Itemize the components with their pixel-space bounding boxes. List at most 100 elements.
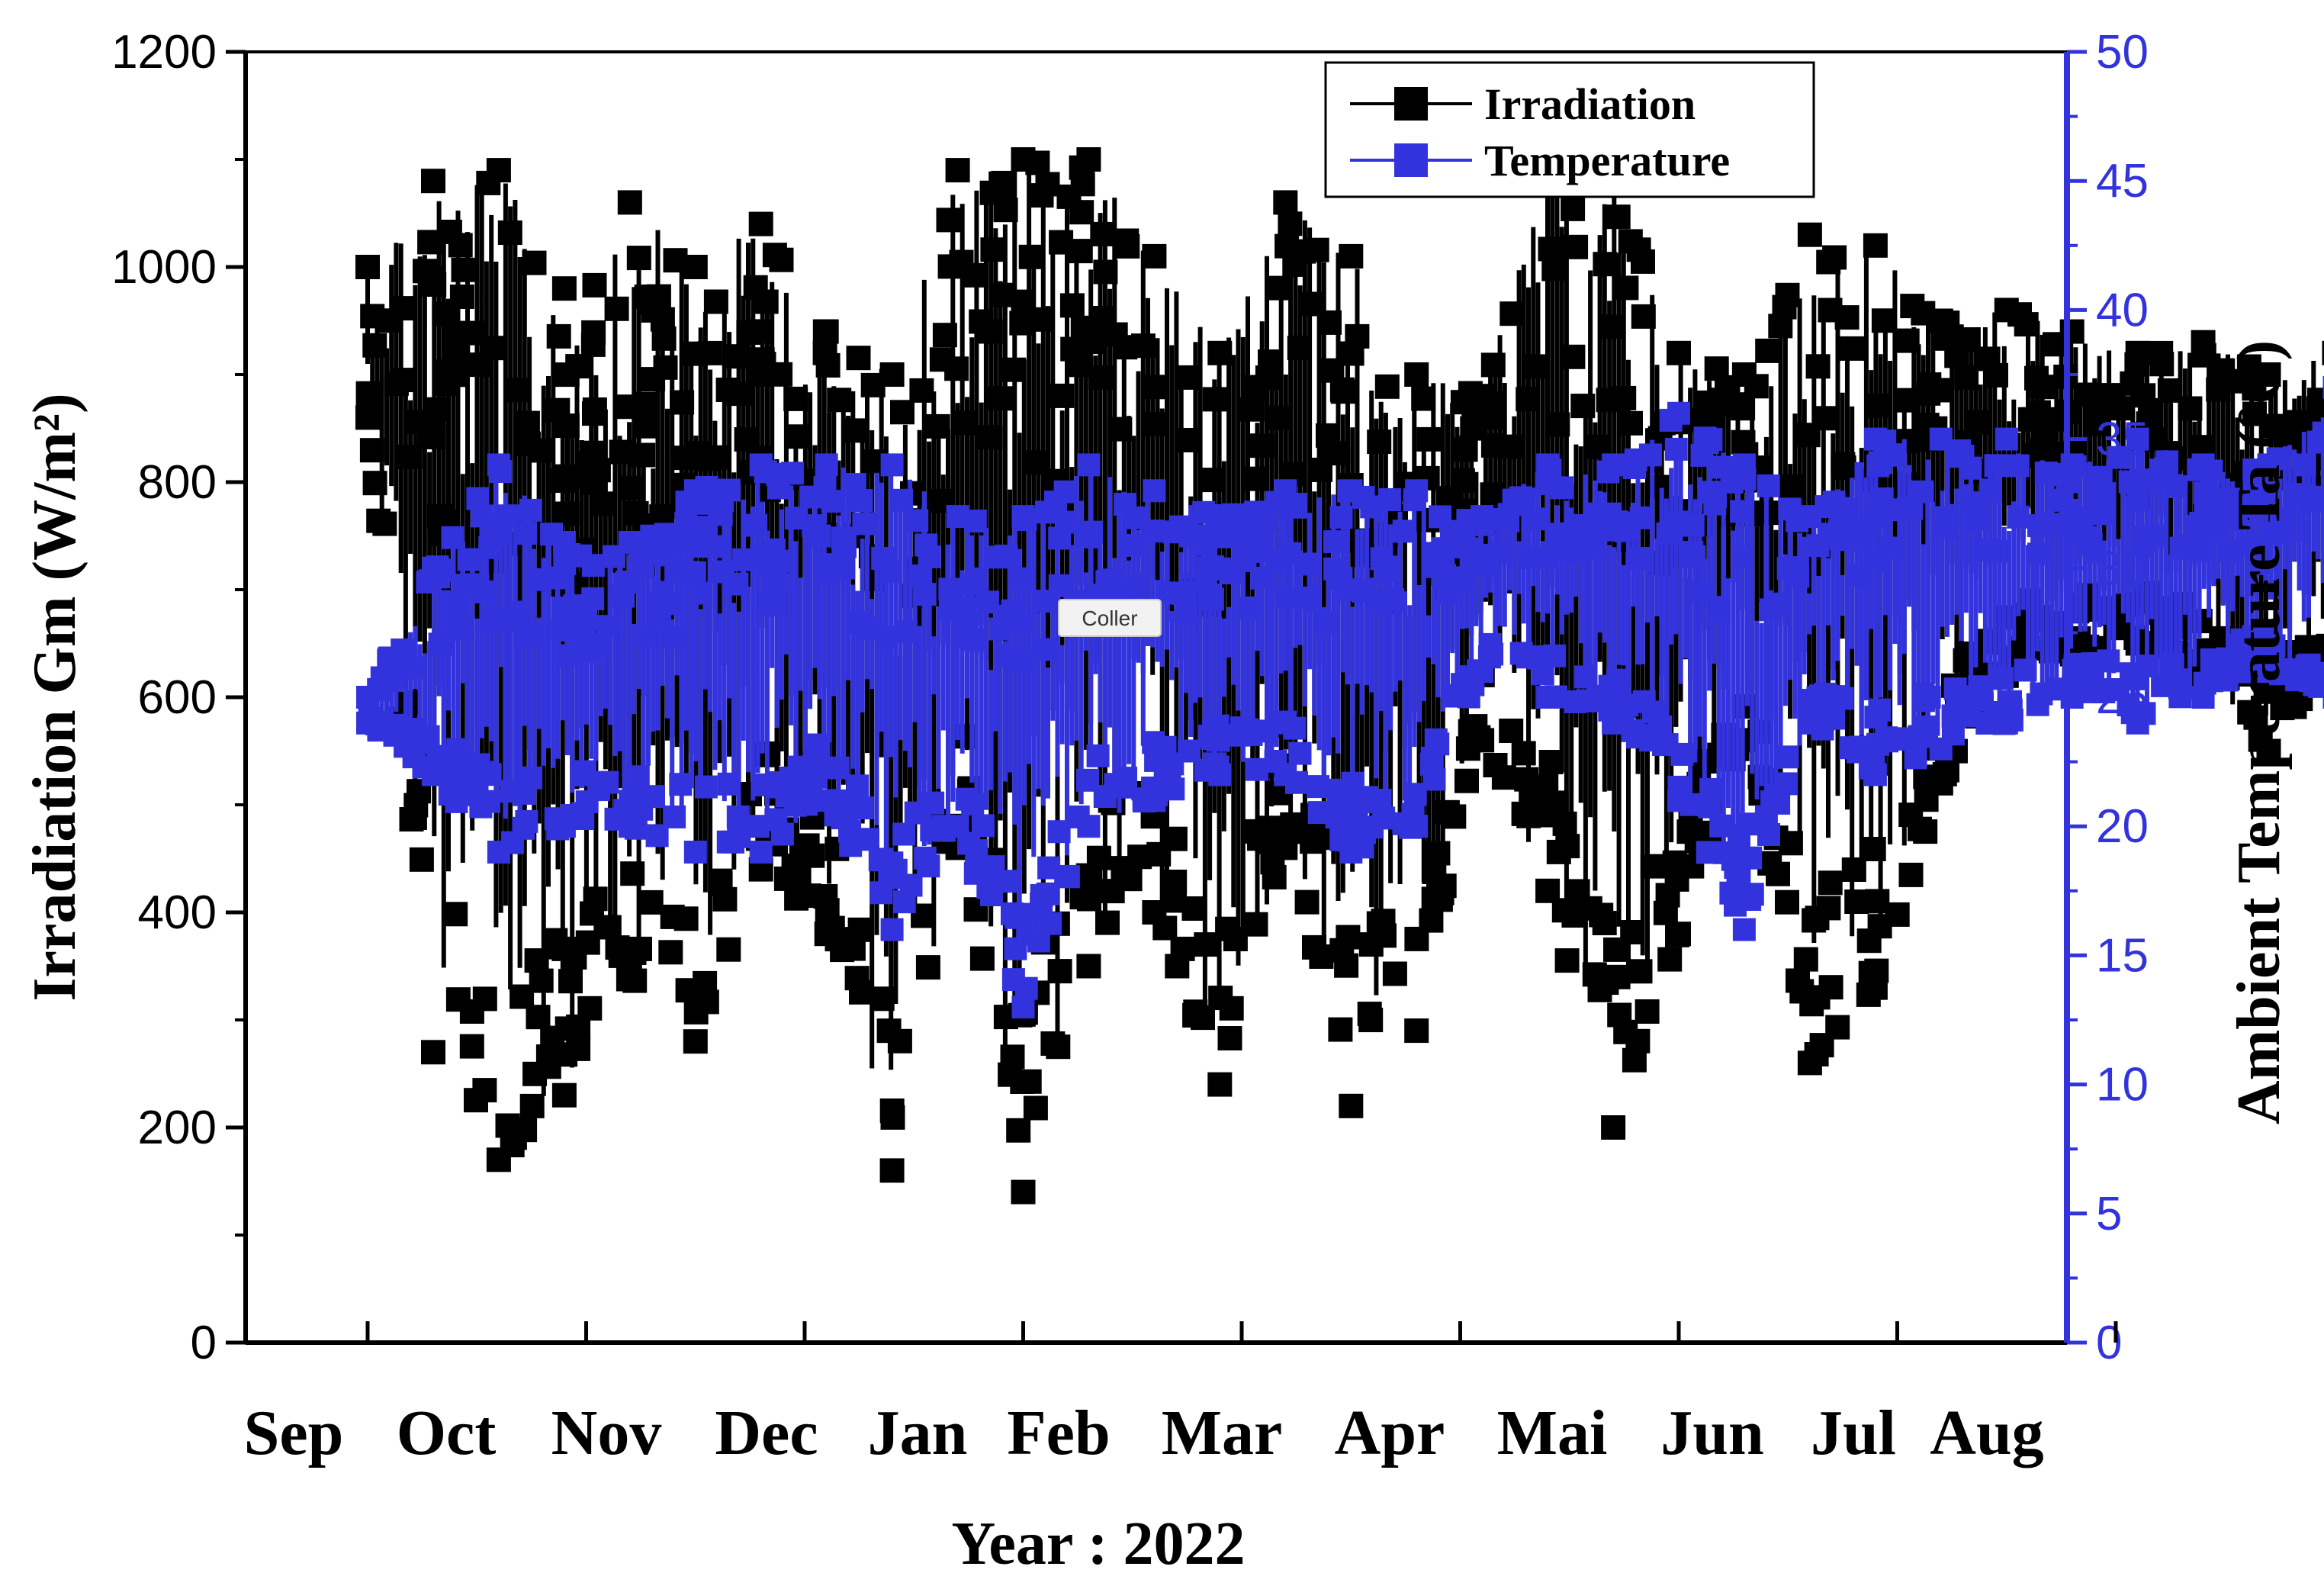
irradiation-marker xyxy=(1645,475,1670,500)
irradiation-point xyxy=(1404,1018,1429,1043)
right-tick-label: 5 xyxy=(2096,1188,2122,1240)
temperature-marker xyxy=(1244,500,1267,523)
temperature-marker xyxy=(1516,546,1539,569)
irradiation-marker xyxy=(989,175,1014,200)
temperature-point xyxy=(1602,712,1625,735)
temperature-marker xyxy=(985,545,1008,568)
irradiation-marker xyxy=(555,465,580,489)
temperature-marker xyxy=(1606,669,1629,692)
temperature-marker xyxy=(1201,555,1224,578)
irradiation-marker xyxy=(1455,769,1479,793)
temperature-point xyxy=(881,918,904,941)
temperature-marker xyxy=(1702,481,1725,503)
x-tick-label-mai: Mai xyxy=(1497,1398,1608,1468)
irradiation-point xyxy=(1535,879,1560,903)
irradiation-marker xyxy=(372,512,397,536)
irradiation-marker xyxy=(1822,246,1847,270)
temperature-marker xyxy=(1692,581,1715,603)
temperature-marker xyxy=(1633,690,1656,713)
irradiation-marker xyxy=(472,1078,497,1102)
irradiation-marker xyxy=(1175,365,1200,390)
irradiation-marker xyxy=(1316,423,1340,448)
temperature-marker xyxy=(1731,545,1754,568)
temperature-marker xyxy=(1683,545,1705,568)
temperature-marker xyxy=(747,815,770,838)
x-tick-label-jan: Jan xyxy=(868,1398,968,1468)
irradiation-point xyxy=(683,1029,708,1053)
temperature-marker xyxy=(1900,497,1923,520)
temperature-point xyxy=(487,453,510,476)
irradiation-marker xyxy=(964,263,988,288)
irradiation-marker xyxy=(1564,235,1588,259)
temperature-marker xyxy=(1876,729,1898,752)
irradiation-marker xyxy=(693,971,717,996)
temperature-marker xyxy=(2155,450,2178,473)
temperature-marker xyxy=(1814,683,1837,706)
irradiation-marker xyxy=(651,307,675,332)
irradiation-point xyxy=(1798,223,1822,247)
temperature-point xyxy=(2192,453,2215,476)
irradiation-marker xyxy=(566,1037,590,1061)
temperature-marker xyxy=(1044,491,1067,513)
temperature-marker xyxy=(1562,540,1585,563)
temperature-marker xyxy=(449,617,472,640)
temperature-marker xyxy=(1850,735,1873,758)
irradiation-marker xyxy=(1203,387,1227,411)
irradiation-marker xyxy=(1900,294,1924,318)
irradiation-marker xyxy=(1223,927,1248,951)
irradiation-marker xyxy=(1825,1015,1850,1040)
left-tick-label: 0 xyxy=(191,1317,217,1369)
temperature-marker xyxy=(1710,456,1733,479)
irradiation-marker xyxy=(1287,336,1312,360)
irradiation-point xyxy=(1863,233,1888,258)
irradiation-marker xyxy=(1334,954,1358,978)
temperature-point xyxy=(1471,660,1493,683)
temperature-marker xyxy=(802,750,825,773)
irradiation-marker xyxy=(609,440,634,465)
temperature-marker xyxy=(458,548,481,571)
irradiation-point xyxy=(1142,244,1166,269)
irradiation-marker xyxy=(2101,383,2125,407)
irradiation-marker xyxy=(930,347,954,372)
irradiation-point xyxy=(1011,147,1036,172)
irradiation-marker xyxy=(1267,276,1291,301)
temperature-marker xyxy=(1905,746,1927,769)
irradiation-point xyxy=(2060,320,2085,344)
irradiation-point xyxy=(1601,1115,1625,1140)
irradiation-marker xyxy=(1165,954,1189,979)
irradiation-marker xyxy=(849,980,873,1005)
temperature-marker xyxy=(1361,815,1384,838)
irradiation-marker xyxy=(1555,948,1580,973)
irradiation-marker xyxy=(1523,354,1548,378)
temperature-marker xyxy=(1000,610,1023,633)
irradiation-marker xyxy=(1631,249,1655,274)
irradiation-marker xyxy=(938,254,963,278)
irradiation-marker xyxy=(1492,765,1516,790)
irradiation-marker xyxy=(1916,381,1940,406)
irradiation-marker xyxy=(661,905,685,929)
irradiation-marker xyxy=(1786,969,1810,993)
temperature-marker xyxy=(1739,847,1762,870)
temperature-marker xyxy=(509,601,532,624)
temperature-marker xyxy=(2309,662,2324,685)
irradiation-marker xyxy=(1024,450,1048,474)
temperature-marker xyxy=(718,773,741,796)
irradiation-marker xyxy=(537,1054,561,1079)
irradiation-marker xyxy=(1840,336,1864,361)
temperature-marker xyxy=(1767,593,1790,616)
temperature-marker xyxy=(394,735,416,758)
irradiation-marker xyxy=(1631,304,1656,329)
x-axis-title: Year : 2022 xyxy=(951,1510,1245,1578)
irradiation-marker xyxy=(627,246,651,270)
temperature-marker xyxy=(869,881,892,904)
temperature-point xyxy=(1536,686,1559,709)
irradiation-marker xyxy=(1622,1048,1647,1073)
irradiation-marker xyxy=(1561,197,1585,221)
irradiation-marker xyxy=(1024,1096,1048,1121)
irradiation-marker xyxy=(1818,870,1843,895)
irradiation-marker xyxy=(1006,1118,1030,1143)
irradiation-marker xyxy=(786,424,810,449)
irradiation-point xyxy=(1339,244,1363,269)
irradiation-marker xyxy=(1262,865,1287,889)
irradiation-marker xyxy=(503,1125,527,1150)
